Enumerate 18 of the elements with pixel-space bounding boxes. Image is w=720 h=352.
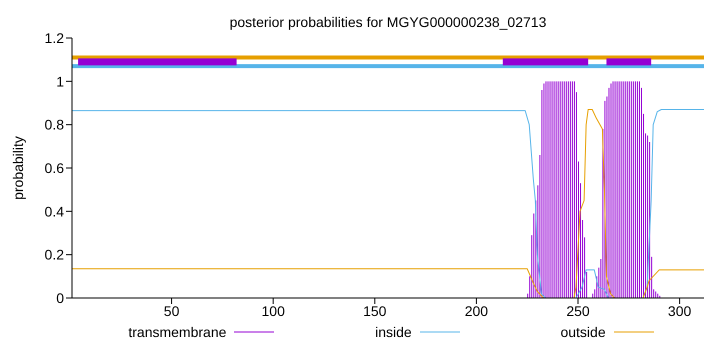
x-tick-label: 300 bbox=[668, 302, 692, 319]
chart-title: posterior probabilities for MGYG000000238_02713 bbox=[228, 14, 548, 30]
legend-label: transmembrane bbox=[128, 324, 226, 340]
x-tick-label: 200 bbox=[464, 302, 488, 319]
y-tick-label: 0.6 bbox=[44, 160, 64, 176]
y-tick-label: 1 bbox=[56, 73, 64, 90]
x-tick-label: 150 bbox=[363, 302, 387, 319]
x-tick-label: 100 bbox=[262, 302, 286, 319]
x-tick-label: 250 bbox=[566, 302, 590, 319]
y-tick-label: 0.2 bbox=[44, 246, 64, 263]
y-axis-title: probability bbox=[10, 136, 26, 200]
legend-label: inside bbox=[375, 324, 412, 340]
y-tick-label: 0.4 bbox=[44, 203, 64, 220]
y-tick-label: 1.2 bbox=[44, 30, 64, 46]
y-tick-label: 0 bbox=[56, 290, 64, 306]
y-tick-label: 0.8 bbox=[44, 116, 64, 133]
legend-label: outside bbox=[560, 324, 606, 340]
x-tick-label: 50 bbox=[164, 302, 180, 319]
